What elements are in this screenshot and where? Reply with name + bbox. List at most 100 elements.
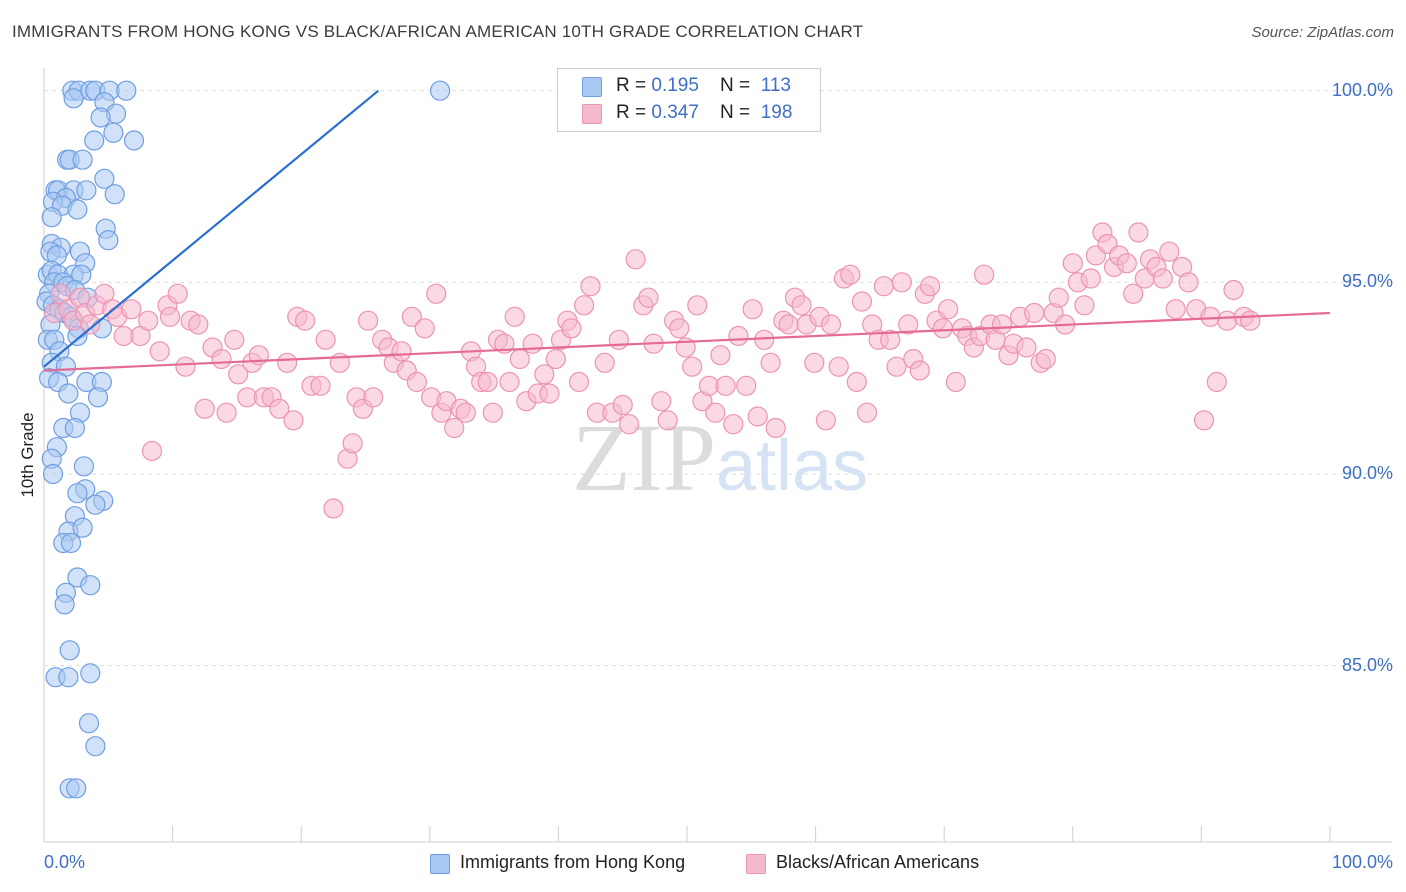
legend-n-label: N = [720, 75, 756, 96]
data-point [211, 348, 232, 370]
data-point [60, 532, 82, 554]
data-point [59, 640, 80, 661]
data-point [1193, 410, 1215, 431]
legend-swatch-pink [746, 854, 766, 874]
data-point [1016, 337, 1037, 358]
data-point [41, 207, 62, 228]
data-point [815, 410, 837, 431]
trendline-blue [43, 89, 380, 368]
data-point [1074, 295, 1095, 316]
data-point [522, 333, 543, 354]
data-point [937, 299, 959, 320]
data-point [188, 314, 209, 335]
data-point [216, 402, 237, 423]
data-point [103, 122, 124, 143]
data-point [224, 329, 245, 350]
data-point [625, 249, 646, 270]
data-point [638, 287, 659, 308]
x-tick-label: 0.0% [44, 852, 86, 872]
legend-r-label: R = [616, 75, 652, 96]
legend-swatch-pink [582, 104, 602, 124]
data-point [363, 387, 384, 408]
legend-n-label: N = [720, 102, 756, 123]
data-point [141, 440, 163, 462]
legend-swatch-blue [430, 854, 450, 874]
data-point [391, 341, 412, 362]
data-point [991, 314, 1013, 335]
data-point [358, 310, 379, 331]
data-point [116, 80, 137, 101]
data-point [84, 130, 105, 151]
data-point [791, 295, 812, 316]
data-point [426, 283, 447, 304]
x-tick-label: 100.0% [1331, 852, 1393, 872]
data-point [149, 341, 170, 362]
legend-r-value: 0.347 [651, 102, 699, 123]
data-point [561, 318, 582, 339]
legend-n-value: 113 [760, 75, 791, 96]
data-point [898, 314, 919, 335]
data-point [760, 352, 781, 373]
data-point [945, 371, 966, 393]
data-point [121, 299, 142, 320]
data-point [880, 329, 901, 350]
data-point [67, 483, 88, 504]
data-point [1159, 241, 1180, 262]
data-point [80, 314, 101, 335]
data-point [42, 463, 64, 485]
data-point [594, 352, 615, 373]
data-point [430, 80, 451, 101]
legend-swatch-blue [582, 77, 602, 97]
data-point [477, 371, 498, 393]
data-point [63, 88, 84, 109]
data-point [414, 318, 435, 339]
data-point [406, 371, 427, 393]
data-point [123, 130, 145, 151]
chart-title: IMMIGRANTS FROM HONG KONG VS BLACK/AFRIC… [12, 22, 864, 41]
data-point [104, 184, 125, 205]
legend-label: Blacks/African Americans [776, 852, 980, 872]
data-point [669, 318, 690, 339]
data-point [1048, 287, 1069, 308]
y-tick-label: 85.0% [1341, 654, 1393, 675]
data-point [651, 391, 672, 412]
data-point [1165, 299, 1186, 320]
data-point [851, 291, 873, 312]
data-point [1128, 222, 1149, 243]
data-point [1178, 272, 1199, 293]
data-point [742, 299, 763, 320]
data-point [401, 306, 422, 327]
data-point [138, 310, 159, 331]
data-point [1035, 348, 1056, 370]
data-point [58, 383, 79, 404]
data-point [932, 318, 954, 339]
data-point [85, 494, 106, 515]
data-point [283, 410, 304, 431]
data-point [1152, 268, 1173, 289]
watermark-atlas: atlas [716, 426, 868, 506]
data-point [323, 498, 344, 519]
legend-r-label: R = [616, 102, 652, 123]
data-point [67, 199, 88, 220]
data-point [539, 383, 560, 404]
data-point [909, 360, 930, 381]
data-point [78, 713, 100, 734]
data-point [820, 314, 842, 335]
data-point [828, 356, 849, 377]
data-point [1200, 306, 1221, 327]
legend-n-value: 198 [760, 102, 793, 123]
legend-r-value: 0.195 [651, 75, 699, 96]
data-point [194, 398, 215, 419]
data-point [73, 456, 95, 477]
data-point [580, 276, 601, 297]
data-point [778, 314, 799, 335]
data-point [315, 329, 336, 350]
data-point [891, 272, 912, 293]
data-point [765, 417, 786, 439]
data-point [85, 736, 106, 757]
data-point [295, 310, 316, 331]
data-point [1123, 283, 1144, 304]
data-point [175, 356, 196, 377]
data-point [54, 594, 75, 615]
